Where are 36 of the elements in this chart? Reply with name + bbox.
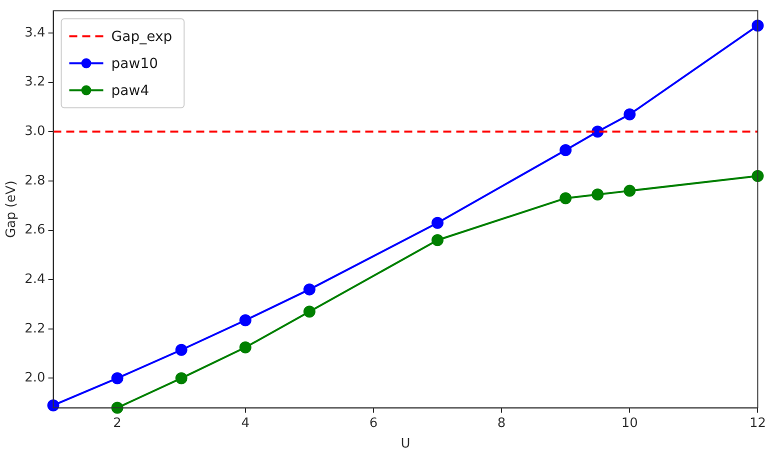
- x-axis-title: U: [400, 436, 410, 452]
- point: [432, 234, 444, 246]
- point: [111, 372, 124, 384]
- y-tick-label: 3.0: [24, 124, 46, 139]
- point: [175, 372, 188, 384]
- y-tick-label: 2.2: [24, 321, 46, 336]
- x-tick-label: 6: [369, 416, 378, 431]
- point: [175, 344, 188, 356]
- y-tick-label: 2.6: [24, 222, 46, 238]
- point: [303, 306, 316, 318]
- point: [239, 314, 252, 326]
- legend-label: paw10: [111, 56, 158, 72]
- point: [303, 283, 316, 296]
- point: [239, 341, 252, 354]
- point: [432, 216, 444, 229]
- y-tick-label: 2.0: [24, 370, 46, 386]
- point: [624, 184, 636, 197]
- point: [752, 170, 764, 182]
- y-tick-label: 2.8: [24, 173, 46, 188]
- x-tick-label: 4: [241, 416, 250, 431]
- y-tick-label: 3.2: [24, 74, 46, 90]
- y-tick-label: 3.4: [24, 25, 46, 40]
- point: [624, 108, 636, 120]
- y-tick-label: 2.4: [24, 272, 46, 287]
- point: [592, 188, 604, 201]
- legend-label: paw4: [111, 82, 150, 99]
- x-tick-label: 10: [621, 416, 638, 431]
- point: [752, 20, 764, 32]
- legend-label: Gap_exp: [111, 28, 172, 45]
- y-axis-title: Gap (eV): [4, 180, 20, 238]
- point: [560, 192, 572, 204]
- x-tick-label: 12: [749, 416, 766, 431]
- point: [560, 144, 572, 156]
- x-tick-label: 2: [113, 416, 122, 431]
- point: [111, 402, 124, 414]
- x-tick-label: 8: [497, 416, 506, 431]
